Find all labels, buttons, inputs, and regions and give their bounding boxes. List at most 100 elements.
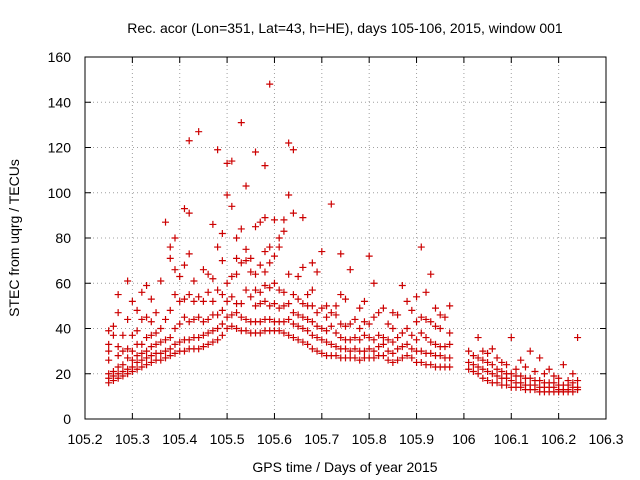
data-point (185, 291, 193, 299)
data-point (147, 318, 155, 326)
data-point (498, 358, 506, 366)
data-point (133, 327, 141, 335)
data-point (517, 356, 525, 364)
data-point (143, 282, 151, 290)
data-point (299, 214, 307, 222)
data-point (214, 146, 222, 154)
data-point (280, 288, 288, 296)
data-point (252, 148, 260, 156)
data-point (574, 383, 582, 391)
data-point (266, 243, 274, 251)
data-point (417, 243, 425, 251)
data-point (413, 336, 421, 344)
data-point (256, 261, 264, 269)
data-point (417, 313, 425, 321)
data-point (308, 286, 316, 294)
data-point (365, 345, 373, 353)
data-point (252, 286, 260, 294)
data-point (209, 338, 217, 346)
data-point (394, 345, 402, 353)
data-point (247, 268, 255, 276)
data-point (403, 297, 411, 305)
data-point (536, 354, 544, 362)
data-point (417, 358, 425, 366)
data-point (143, 313, 151, 321)
data-point (114, 352, 122, 360)
data-point (228, 322, 236, 330)
data-point (261, 214, 269, 222)
data-point (157, 277, 165, 285)
data-point (185, 137, 193, 145)
data-point (313, 322, 321, 330)
data-point (195, 128, 203, 136)
data-point (493, 365, 501, 373)
data-point (488, 370, 496, 378)
data-point (365, 320, 373, 328)
data-point (138, 340, 146, 348)
data-point (261, 297, 269, 305)
data-point (228, 202, 236, 210)
data-point (550, 372, 558, 380)
data-point (124, 315, 132, 323)
data-point (346, 347, 354, 355)
data-point (356, 336, 364, 344)
axis-ticks: 105.2 105.3 105.4 105.5 105.6 105.7 105.8 105.9… (48, 49, 624, 447)
data-point (384, 320, 392, 328)
x-tick-label: 106.2 (541, 431, 576, 447)
data-point (280, 302, 288, 310)
data-point (280, 329, 288, 337)
data-point (469, 352, 477, 360)
data-point (323, 338, 331, 346)
data-point (337, 320, 345, 328)
data-point (133, 352, 141, 360)
data-point (360, 331, 368, 339)
data-point (408, 354, 416, 362)
data-point (266, 284, 274, 292)
data-point (479, 356, 487, 364)
data-point (474, 370, 482, 378)
data-point (526, 347, 534, 355)
data-point (124, 345, 132, 353)
data-point (256, 288, 264, 296)
data-point (176, 272, 184, 280)
data-point (266, 80, 274, 88)
data-point (171, 349, 179, 357)
data-point (180, 313, 188, 321)
data-point (337, 250, 345, 258)
data-point (176, 297, 184, 305)
data-point (422, 288, 430, 296)
data-point (332, 329, 340, 337)
data-point (214, 286, 222, 294)
data-point (469, 367, 477, 375)
data-point (289, 146, 297, 154)
data-point (540, 370, 548, 378)
data-point (247, 293, 255, 301)
data-point (304, 315, 312, 323)
data-point (261, 282, 269, 290)
data-point (422, 315, 430, 323)
data-point (228, 311, 236, 319)
data-point (342, 295, 349, 303)
data-point (223, 325, 231, 332)
data-point (266, 315, 274, 323)
y-tick-label: 100 (48, 185, 72, 201)
data-point (394, 356, 402, 364)
data-point (209, 275, 217, 283)
data-point (242, 315, 250, 323)
data-point (138, 363, 146, 371)
data-point (413, 293, 421, 301)
data-point (185, 209, 193, 217)
data-point (379, 340, 387, 348)
data-point (114, 291, 122, 299)
data-point (214, 336, 222, 344)
data-point (114, 370, 122, 378)
data-point (493, 379, 501, 387)
data-point (370, 313, 378, 321)
data-point (403, 325, 411, 332)
data-point (261, 248, 269, 256)
data-point (242, 182, 250, 190)
data-point (417, 329, 425, 337)
data-point (124, 354, 132, 362)
data-point (299, 325, 307, 332)
data-point (375, 331, 383, 339)
